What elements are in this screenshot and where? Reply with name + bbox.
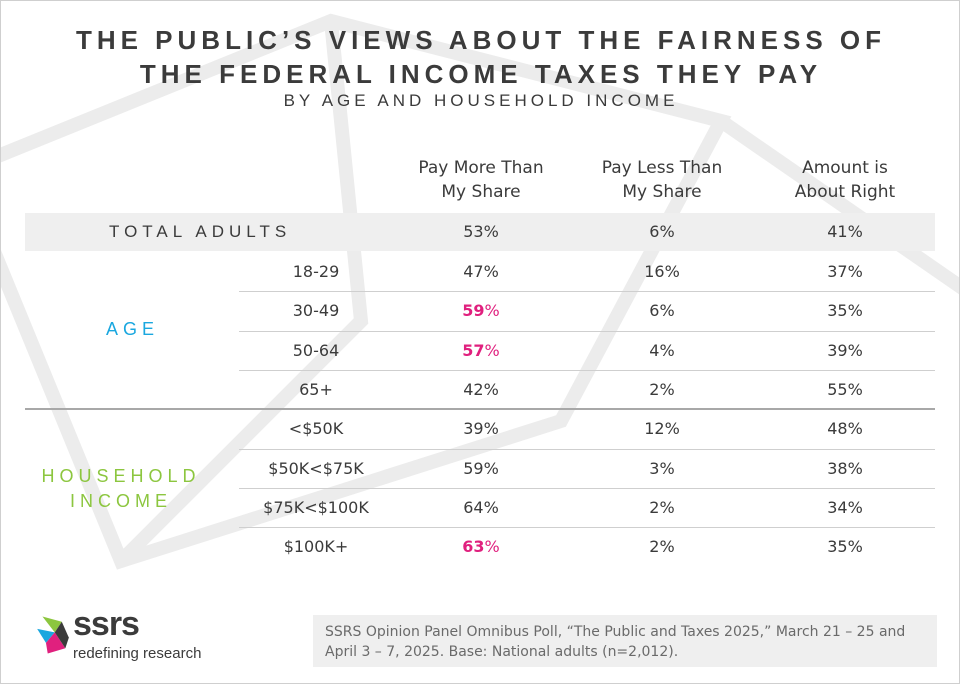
cell-value: 57 <box>462 341 485 360</box>
table-cell: 39% <box>381 419 581 439</box>
cell-unit: % <box>484 537 500 556</box>
column-header-pay-less: Pay Less Than My Share <box>562 156 762 204</box>
table-cell: 64% <box>381 498 581 518</box>
chart-title-line2: THE FEDERAL INCOME TAXES THEY PAY <box>139 59 823 89</box>
cell-value: 59 <box>463 459 484 478</box>
column-header-line: My Share <box>441 182 521 202</box>
row-separator <box>239 291 935 292</box>
table-cell: 12% <box>644 419 680 438</box>
group-label-line: INCOME <box>70 491 172 511</box>
table-cell: 3% <box>649 459 675 478</box>
row-label: <$50K <box>288 419 344 438</box>
table-cell: 35% <box>827 537 863 556</box>
table-cell: 55% <box>827 380 863 399</box>
table-cell: 38% <box>827 459 863 478</box>
group-label-line: HOUSEHOLD <box>41 466 201 486</box>
source-note: SSRS Opinion Panel Omnibus Poll, “The Pu… <box>325 624 906 660</box>
row-label: 30-49 <box>292 301 340 320</box>
cell-value: 63 <box>462 537 485 556</box>
column-header-line: About Right <box>794 182 896 202</box>
total-row-band <box>25 213 935 251</box>
column-header-pay-more: Pay More Than My Share <box>381 156 581 204</box>
group-label-household-income: HOUSEHOLD INCOME <box>41 464 201 514</box>
table-cell: 16% <box>644 262 680 281</box>
table-cell: 4% <box>649 341 675 360</box>
table-cell: 2% <box>649 380 675 399</box>
row-label: $50K<$75K <box>268 459 364 478</box>
cell-value: 64 <box>463 498 484 517</box>
row-separator <box>239 449 935 450</box>
row-label: $100K+ <box>283 537 349 556</box>
total-value-pay-more: 53% <box>463 222 499 241</box>
column-header-about-right: Amount is About Right <box>745 156 945 204</box>
column-header-line: My Share <box>622 182 702 202</box>
cell-unit: % <box>484 301 500 320</box>
table-cell: 2% <box>649 537 675 556</box>
cell-unit: % <box>483 419 499 438</box>
row-separator <box>239 331 935 332</box>
total-row-label: TOTAL ADULTS <box>109 222 292 241</box>
table-cell: 37% <box>827 262 863 281</box>
total-value-about-right: 41% <box>827 222 863 241</box>
cell-value: 39 <box>463 419 484 438</box>
table-cell: 2% <box>649 498 675 517</box>
source-box <box>313 615 937 667</box>
cell-value: 59 <box>462 301 485 320</box>
table-cell: 42% <box>381 380 581 400</box>
cell-value: 42 <box>463 380 484 399</box>
row-label: 50-64 <box>292 341 340 360</box>
row-label: $75K<$100K <box>263 498 369 517</box>
cell-unit: % <box>483 380 499 399</box>
chart-subtitle: BY AGE AND HOUSEHOLD INCOME <box>283 91 679 110</box>
cell-value: 47 <box>463 262 484 281</box>
group-label-age: AGE <box>106 319 160 339</box>
table-cell: 34% <box>827 498 863 517</box>
column-header-line: Pay More Than <box>418 158 544 178</box>
table-cell: 39% <box>827 341 863 360</box>
logo-tagline: redefining research <box>73 645 202 662</box>
logo-wordmark: ssrs <box>73 605 140 643</box>
cell-unit: % <box>483 262 499 281</box>
ssrs-logo-mark <box>37 616 69 654</box>
row-separator <box>239 488 935 489</box>
row-separator <box>239 370 935 371</box>
table-cell: 35% <box>827 301 863 320</box>
column-header-line: Amount is <box>802 158 888 178</box>
total-value-pay-less: 6% <box>649 222 675 241</box>
table-cell: 57% <box>381 341 581 361</box>
column-header-line: Pay Less Than <box>601 158 723 178</box>
row-label: 65+ <box>299 380 333 399</box>
table-cell: 59% <box>381 459 581 479</box>
table-cell: 63% <box>381 537 581 557</box>
table-cell: 59% <box>381 301 581 321</box>
row-label: 18-29 <box>292 262 340 281</box>
table-cell: 48% <box>827 419 863 438</box>
row-separator <box>239 527 935 528</box>
cell-unit: % <box>484 341 500 360</box>
cell-unit: % <box>483 459 499 478</box>
cell-unit: % <box>483 498 499 517</box>
table-cell: 47% <box>381 262 581 282</box>
table-cell: 6% <box>649 301 675 320</box>
group-divider <box>25 408 935 410</box>
chart-title-line1: THE PUBLIC’S VIEWS ABOUT THE FAIRNESS OF <box>75 25 887 55</box>
